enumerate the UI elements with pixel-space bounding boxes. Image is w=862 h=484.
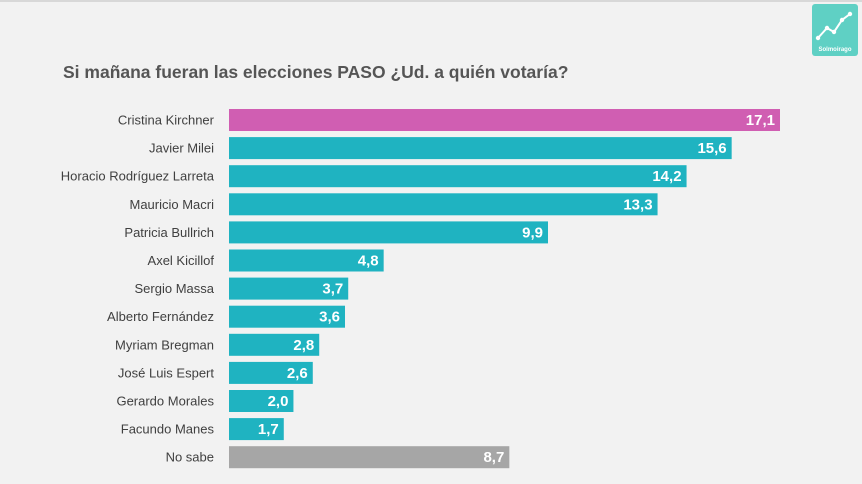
category-label: Axel Kicillof	[148, 253, 215, 268]
bar	[229, 193, 658, 216]
bar	[229, 446, 510, 469]
chart-title: Si mañana fueran las elecciones PASO ¿Ud…	[63, 62, 569, 82]
value-label: 2,6	[287, 365, 308, 382]
category-label: Alberto Fernández	[107, 309, 214, 324]
bar	[229, 137, 732, 160]
bar	[229, 361, 313, 384]
brand-logo: Solmoirago	[812, 4, 858, 56]
value-label: 3,7	[322, 281, 343, 298]
trend-line-icon	[815, 11, 853, 41]
value-label: 14,2	[652, 168, 681, 185]
category-label: Facundo Manes	[121, 422, 215, 437]
top-divider	[0, 0, 862, 2]
bar	[229, 390, 294, 412]
bar	[229, 109, 780, 131]
value-label: 3,6	[319, 309, 340, 326]
category-label: Cristina Kirchner	[118, 113, 215, 128]
category-label: Javier Milei	[149, 141, 214, 156]
bar	[229, 221, 548, 244]
value-label: 8,7	[483, 449, 504, 466]
bar	[229, 418, 284, 441]
category-label: Sergio Massa	[135, 281, 215, 296]
value-label: 9,9	[522, 224, 543, 241]
category-label: Horacio Rodríguez Larreta	[61, 169, 215, 184]
value-label: 2,0	[268, 393, 289, 410]
bars-group: Cristina Kirchner 17,1 Javier Milei 15,6 Hor…	[61, 109, 780, 469]
bar	[229, 249, 384, 272]
category-label: Mauricio Macri	[129, 197, 214, 212]
logo-text: Solmoirago	[818, 47, 852, 53]
category-label: José Luis Espert	[118, 365, 214, 380]
category-label: Patricia Bullrich	[124, 225, 214, 240]
value-label: 1,7	[258, 421, 279, 438]
value-label: 13,3	[623, 196, 652, 213]
bar	[229, 165, 687, 188]
bar	[229, 277, 349, 300]
bar	[229, 333, 320, 356]
category-label: Myriam Bregman	[115, 337, 214, 352]
value-label: 4,8	[358, 253, 379, 270]
value-label: 2,8	[293, 337, 314, 354]
category-label: Gerardo Morales	[116, 394, 214, 409]
value-label: 15,6	[697, 140, 726, 157]
value-label: 17,1	[746, 112, 775, 129]
bar	[229, 305, 345, 328]
category-label: No sabe	[166, 450, 214, 465]
